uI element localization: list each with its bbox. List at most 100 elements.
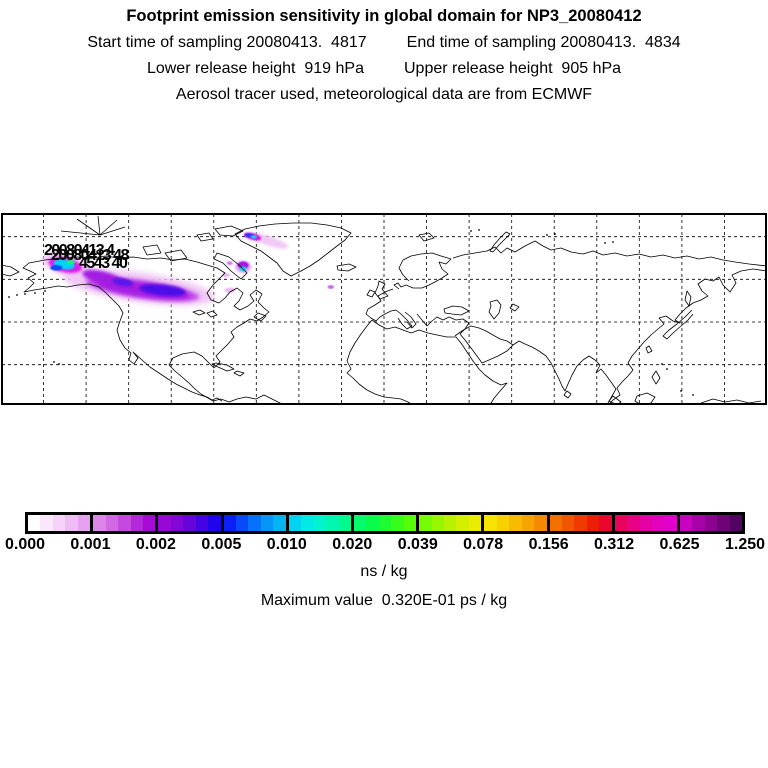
colorbar-cell bbox=[223, 515, 236, 531]
colorbar-cell bbox=[77, 515, 91, 531]
colorbar-tick: 0.312 bbox=[594, 536, 635, 553]
colorbar-cell bbox=[534, 515, 547, 531]
colorbar-cell bbox=[183, 515, 196, 531]
colorbar-segment bbox=[679, 515, 743, 531]
upper-release-label: Upper release height 905 hPa bbox=[404, 60, 622, 77]
colorbar-tick: 0.078 bbox=[463, 536, 504, 553]
colorbar-tick: 0.010 bbox=[266, 536, 307, 553]
colorbar-tick: 0.002 bbox=[135, 536, 176, 553]
start-time-label: Start time of sampling 20080413. 4817 bbox=[87, 34, 367, 51]
colorbar-tick: 1.250 bbox=[724, 536, 766, 553]
colorbar-cell bbox=[679, 515, 693, 531]
colorbar-cell bbox=[704, 515, 718, 531]
sensitivity-plume bbox=[42, 232, 334, 306]
colorbar-segment bbox=[419, 515, 485, 531]
colorbar-cell bbox=[574, 515, 587, 531]
colorbar-cell bbox=[273, 515, 286, 531]
release-heights-line: Lower release height 919 hPa Upper releas… bbox=[0, 60, 768, 78]
end-time-label: End time of sampling 20080413. 4834 bbox=[406, 34, 681, 51]
colorbar-cell bbox=[353, 515, 367, 531]
colorbar-cell bbox=[561, 515, 575, 531]
svg-text:20080413 48: 20080413 48 bbox=[51, 247, 130, 264]
colorbar-cell bbox=[301, 515, 314, 531]
colorbar-segment bbox=[614, 515, 680, 531]
colorbar-cell bbox=[484, 515, 497, 531]
flight-track bbox=[60, 215, 126, 236]
colorbar-segment bbox=[158, 515, 224, 531]
colorbar-cell bbox=[444, 515, 457, 531]
colorbar-cell bbox=[496, 515, 510, 531]
colorbar-cell bbox=[378, 515, 392, 531]
colorbar-cell bbox=[248, 515, 261, 531]
colorbar-cell bbox=[105, 515, 119, 531]
colorbar-cell bbox=[65, 515, 78, 531]
colorbar-ticks: 0.000 0.001 0.002 0.005 0.010 0.020 0.039 0.078… bbox=[5, 536, 765, 556]
colorbar-cell bbox=[195, 515, 209, 531]
colorbar-segment bbox=[484, 515, 550, 531]
colorbar-cell bbox=[652, 515, 665, 531]
colorbar-segment bbox=[353, 515, 420, 531]
colorbar-tick: 0.039 bbox=[397, 536, 438, 553]
colorbar-cell bbox=[419, 515, 432, 531]
colorbar-cell bbox=[338, 515, 351, 531]
colorbar-cell bbox=[313, 515, 327, 531]
colorbar-cell bbox=[326, 515, 339, 531]
colorbar-segment bbox=[288, 515, 354, 531]
colorbar-segment bbox=[93, 515, 159, 531]
colorbar-cell bbox=[586, 515, 600, 531]
colorbar-cell bbox=[403, 515, 417, 531]
colorbar-cell bbox=[260, 515, 274, 531]
svg-text:20080413 4: 20080413 4 bbox=[44, 242, 115, 259]
colorbar-units-label: ns / kg bbox=[360, 563, 408, 580]
colorbar-cell bbox=[614, 515, 628, 531]
colorbar-cell bbox=[521, 515, 535, 531]
colorbar-cell bbox=[664, 515, 677, 531]
svg-text:4543 40: 4543 40 bbox=[79, 255, 128, 272]
coastlines bbox=[1, 222, 767, 405]
tracer-info-line: Aerosol tracer used, meteorological data… bbox=[175, 86, 593, 103]
colorbar-cell bbox=[639, 515, 652, 531]
colorbar-tick: 0.625 bbox=[659, 536, 700, 553]
max-value-label: Maximum value 0.320E-01 ps / kg bbox=[260, 592, 508, 609]
colorbar-segment bbox=[28, 515, 94, 531]
colorbar-cell bbox=[468, 515, 482, 531]
colorbar-cell bbox=[288, 515, 302, 531]
colorbar-segment bbox=[223, 515, 289, 531]
map-frame bbox=[1, 213, 767, 405]
colorbar-cell bbox=[729, 515, 743, 531]
colorbar-cell bbox=[391, 515, 404, 531]
colorbar bbox=[25, 512, 745, 534]
colorbar-cell bbox=[170, 515, 184, 531]
colorbar-cell bbox=[142, 515, 156, 531]
plot-title: Footprint emission sensitivity in global… bbox=[126, 7, 642, 25]
colorbar-cell bbox=[717, 515, 730, 531]
colorbar-cell bbox=[93, 515, 106, 531]
sampling-times-line: Start time of sampling 20080413. 4817 End… bbox=[0, 34, 768, 52]
colorbar-tick: 0.156 bbox=[528, 536, 569, 553]
colorbar-cell bbox=[40, 515, 53, 531]
colorbar-cell bbox=[158, 515, 171, 531]
colorbar-cell bbox=[366, 515, 379, 531]
colorbar-cell bbox=[28, 515, 41, 531]
colorbar-tick: 0.001 bbox=[70, 536, 111, 553]
colorbar-cell bbox=[549, 515, 562, 531]
colorbar-cell bbox=[627, 515, 640, 531]
colorbar-cell bbox=[509, 515, 522, 531]
colorbar-tick: 0.005 bbox=[201, 536, 242, 553]
colorbar-cell bbox=[692, 515, 705, 531]
colorbar-cell bbox=[52, 515, 66, 531]
lower-release-label: Lower release height 919 hPa bbox=[146, 60, 364, 77]
colorbar-cell bbox=[208, 515, 221, 531]
colorbar-cell bbox=[130, 515, 143, 531]
colorbar-cell bbox=[431, 515, 444, 531]
colorbar-cell bbox=[118, 515, 131, 531]
colorbar-cell bbox=[236, 515, 249, 531]
colorbar-tick: 0.020 bbox=[332, 536, 373, 553]
colorbar-cell bbox=[456, 515, 469, 531]
map-gridlines bbox=[2, 214, 766, 404]
colorbar-segment bbox=[549, 515, 615, 531]
colorbar-tick: 0.000 bbox=[4, 536, 46, 553]
